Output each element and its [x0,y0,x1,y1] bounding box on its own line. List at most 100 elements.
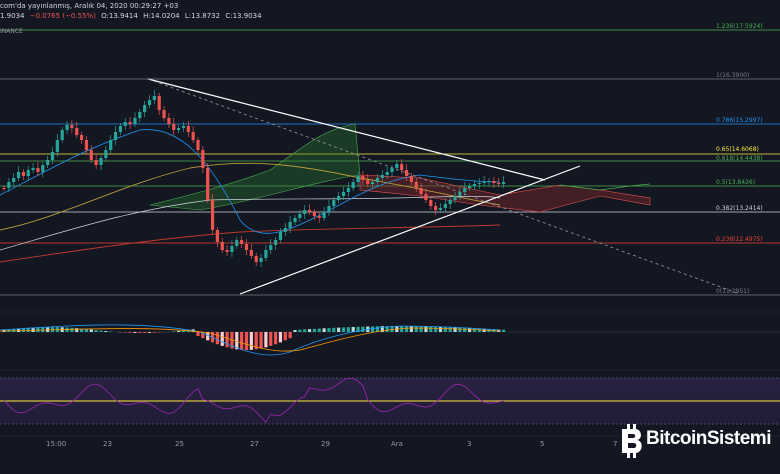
macd-bar [405,326,408,332]
macd-bar [129,332,132,333]
macd-bar [75,328,78,332]
candle-body [473,184,476,186]
candle-body [497,183,500,184]
candle-body [356,176,359,182]
candle-body [182,126,185,128]
macd-pane [0,325,780,355]
macd-bar [332,328,335,332]
cloud-red [360,175,650,212]
candle-body [424,194,427,200]
macd-bar [269,332,272,346]
candle-body [458,192,461,196]
high-value: H:14.0204 [143,12,180,20]
candle-body [119,126,122,132]
candle-body [95,160,98,165]
macd-bar [104,331,107,332]
macd-bar [133,332,136,333]
candle-body [308,210,311,212]
candle-body [32,168,35,170]
candle-body [361,176,364,180]
candle-body [429,200,432,206]
macd-bar [410,326,413,332]
candle-body [148,100,151,105]
candle-body [61,130,64,140]
candle-body [36,168,39,172]
macd-bar [279,332,282,342]
candle-body [279,232,282,240]
macd-bar [444,327,447,332]
macd-bar [337,328,340,332]
candle-body [80,135,83,140]
candle-body [293,218,296,222]
candle-body [337,196,340,200]
macd-bar [124,332,127,333]
close-value: C:13.9034 [225,12,261,20]
fib-labels: 1.236(17.5924) 1(16.3900) 0.786(15.2997)… [716,23,763,295]
macd-bar [415,326,418,332]
candle-body [468,186,471,188]
macd-bar [371,326,374,332]
candle-body [51,152,54,160]
macd-bar [216,332,219,344]
ma-white [0,196,500,250]
fib-label-0236: 0.236(12.4975) [716,236,763,243]
candle-body [235,240,238,246]
candle-body [434,206,437,210]
candle-body [22,172,25,176]
candle-body [70,125,73,128]
candle-body [143,105,146,112]
candle-body [240,240,243,244]
macd-bar [95,330,98,332]
candle-body [216,230,219,242]
macd-bar [274,332,277,344]
macd-bar [250,332,253,350]
macd-bar [308,329,311,332]
macd-bar [293,330,296,332]
candle-body [386,172,389,175]
macd-bar [323,328,326,332]
candle-body [318,216,321,218]
macd-bar [245,332,248,350]
candle-body [46,160,49,165]
x-label-1500: 15:00 [46,440,66,448]
candle-body [27,170,30,176]
candle-body [211,200,214,230]
fib-label-0786: 0.786(15.2997) [716,117,763,124]
macd-bar [313,329,316,332]
candle-body [158,96,161,110]
macd-bar [347,327,350,332]
macd-bar [138,332,141,333]
candle-body [192,132,195,140]
macd-bar [148,332,151,333]
watermark-text: BitcoinSistemi [646,428,771,450]
macd-bar [85,329,88,332]
candle-body [17,172,20,178]
x-label-29: 29 [321,440,330,448]
candle-body [196,140,199,150]
fib-label-0382: 0.382(13.2414) [716,205,763,212]
header-line: com'da yayınlanmış, Aralık 04, 2020 00:2… [0,2,181,10]
candle-body [162,110,165,118]
candle-body [99,158,102,165]
candle-body [274,240,277,245]
candle-body [323,212,326,218]
candle-body [245,244,248,250]
candle-body [177,128,180,130]
candle-body [487,181,490,182]
macd-bar [226,332,229,347]
candle-body [85,140,88,150]
candle-body [129,122,132,124]
candle-body [332,200,335,206]
candle-body [259,258,262,262]
macd-bar [70,328,73,332]
x-label-23: 23 [103,440,112,448]
candle-body [366,180,369,184]
macd-bar [143,332,146,333]
candle-body [420,188,423,194]
fib-label-0618: 0.618(14.4438) [716,155,763,162]
candle-body [492,181,495,183]
macd-bar [434,326,437,332]
candle-body [381,175,384,178]
